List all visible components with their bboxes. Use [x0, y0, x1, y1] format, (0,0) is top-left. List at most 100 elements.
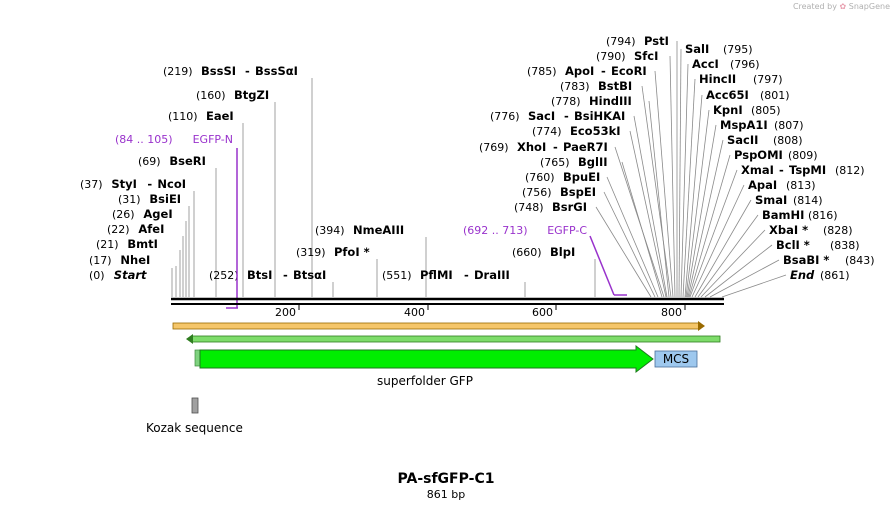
site-bspei[interactable]: (756) BspEI [522, 185, 596, 199]
site-sacii[interactable]: SacII (808) [727, 133, 803, 147]
site-nmeaiii[interactable]: (394) NmeAIII [315, 223, 404, 237]
site-name: NheI [120, 253, 150, 267]
leader-end [721, 274, 787, 298]
feature-name: EGFP-C [547, 224, 587, 237]
site-bsiei[interactable]: (31) BsiEI [118, 192, 181, 206]
site-sali[interactable]: SalI (795) [685, 42, 753, 56]
superfolder-gfp-feature[interactable] [194, 344, 654, 374]
site-afei[interactable]: (22) AfeI [107, 222, 164, 236]
site-nhei[interactable]: (17) NheI [89, 253, 150, 267]
site-psti[interactable]: (794) PstI [606, 34, 669, 48]
site-pspomi[interactable]: PspOMI (809) [734, 148, 818, 162]
site-name-alt: BsiHKAI [574, 109, 625, 123]
egfp-c-primer-marker[interactable] [589, 235, 627, 296]
site-name: AgeI [143, 207, 172, 221]
orf-reverse-arrow[interactable] [186, 334, 721, 344]
site-leader-lines [171, 41, 787, 298]
egfp-n-primer-marker[interactable] [226, 148, 238, 309]
site-separator: - [283, 268, 288, 282]
site-xbai[interactable]: XbaI * (828) [769, 223, 853, 237]
site-acc65i[interactable]: Acc65I (801) [706, 88, 790, 102]
site-position: (838) [830, 239, 860, 252]
site-bsrgi[interactable]: (748) BsrGI [514, 200, 587, 214]
site-bpuei[interactable]: (760) BpuEI [525, 170, 600, 184]
feature-egfp-c[interactable]: (692 .. 713) EGFP-C [463, 224, 587, 237]
site-name: PflMI [420, 268, 453, 282]
leader-mspa1i [686, 124, 717, 298]
site-position: (785) [527, 65, 557, 78]
site-position: (861) [820, 269, 850, 282]
leader-hincii [682, 78, 696, 298]
site-bcli[interactable]: BclI * (838) [776, 238, 860, 252]
site-hindiii[interactable]: (778) HindIII [551, 94, 632, 108]
site-position: (660) [512, 246, 542, 259]
leader-saci [633, 115, 668, 298]
leader-acc65i [684, 94, 703, 298]
feature-egfp-n[interactable]: (84 .. 105) EGFP-N [115, 133, 233, 146]
site-bmti[interactable]: (21) BmtI [96, 237, 158, 251]
site-bglii[interactable]: (765) BglII [540, 155, 608, 169]
leader-apai [691, 184, 745, 298]
site-position: (22) [107, 223, 130, 236]
site-name: AccI [692, 57, 719, 71]
site-eco53ki[interactable]: (774) Eco53kI [532, 124, 621, 138]
site-name-alt: DraIII [474, 268, 510, 282]
site-apoi[interactable]: (785) ApoI - EcoRI [527, 64, 647, 78]
site-xhoi[interactable]: (769) XhoI - PaeR7I [479, 140, 608, 154]
site-smai[interactable]: SmaI (814) [755, 193, 823, 207]
site-name: BamHI [762, 208, 804, 222]
site-position: (0) [89, 269, 105, 282]
site-position: (796) [730, 58, 760, 71]
site-separator: - [245, 64, 250, 78]
leader-bcli [704, 244, 773, 298]
site-blpi[interactable]: (660) BlpI [512, 245, 575, 259]
mcs-label: MCS [663, 352, 689, 366]
site-eaei[interactable]: (110) EaeI [168, 109, 234, 123]
site-pfoi[interactable]: (319) PfoI * [296, 245, 370, 259]
sequence-backbone[interactable] [171, 297, 724, 305]
site-mspa1i[interactable]: MspA1I (807) [720, 118, 804, 132]
site-kpni[interactable]: KpnI (805) [713, 103, 781, 117]
site-bstbi[interactable]: (783) BstBI [560, 79, 632, 93]
site-bamhi[interactable]: BamHI (816) [762, 208, 838, 222]
site-name: BspEI [560, 185, 596, 199]
site-position: (790) [596, 50, 626, 63]
site-position: (812) [835, 164, 865, 177]
site-position: (795) [723, 43, 753, 56]
site-xmai[interactable]: XmaI - TspMI (812) [741, 163, 865, 177]
site-start[interactable]: (0) Start [89, 268, 147, 282]
site-position: (21) [96, 238, 119, 251]
site-position: (783) [560, 80, 590, 93]
site-hincii[interactable]: HincII (797) [699, 72, 783, 86]
created-by-badge: Created by ✿ SnapGene [793, 2, 890, 11]
site-position: (69) [138, 155, 161, 168]
site-saci[interactable]: (776) SacI - BsiHKAI [490, 109, 625, 123]
orf-forward-arrow[interactable] [172, 321, 705, 331]
leader-xhoi [614, 146, 665, 298]
site-bseri[interactable]: (69) BseRI [138, 154, 206, 168]
site-name: End [790, 268, 815, 282]
site-position: (760) [525, 171, 555, 184]
site-btsi[interactable]: (252) BtsI - BtsαI [209, 268, 326, 282]
site-position: (31) [118, 193, 141, 206]
site-sfci[interactable]: (790) SfcI [596, 49, 658, 63]
site-btgzi[interactable]: (160) BtgZI [196, 88, 269, 102]
site-bsssi[interactable]: (219) BssSI - BssSαI [163, 64, 298, 78]
kozak-sequence-feature[interactable] [191, 397, 199, 414]
site-pflmi[interactable]: (551) PflMI - DraIII [382, 268, 510, 282]
site-name: BsrGI [552, 200, 587, 214]
site-name: SacII [727, 133, 758, 147]
site-apai[interactable]: ApaI (813) [748, 178, 816, 192]
site-name: PfoI * [334, 245, 370, 259]
site-acci[interactable]: AccI (796) [692, 57, 760, 71]
mcs-feature[interactable] [654, 350, 698, 368]
site-bsabi[interactable]: BsaBI * (843) [783, 253, 875, 267]
leader-bamhi [697, 214, 759, 298]
site-position: (219) [163, 65, 193, 78]
site-styi[interactable]: (37) StyI - NcoI [80, 177, 186, 191]
site-end[interactable]: End (861) [790, 268, 850, 282]
site-position: (801) [760, 89, 790, 102]
site-name: KpnI [713, 103, 743, 117]
site-name: SacI [528, 109, 555, 123]
site-agei[interactable]: (26) AgeI [112, 207, 173, 221]
